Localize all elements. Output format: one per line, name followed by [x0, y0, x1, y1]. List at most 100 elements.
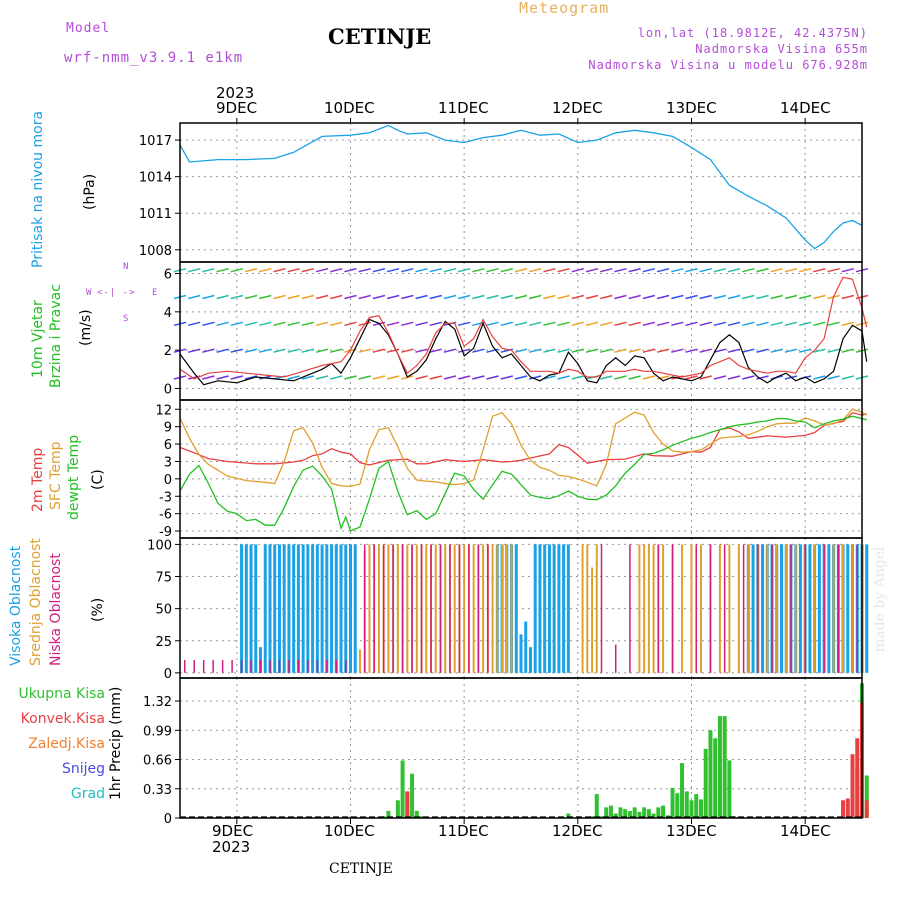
cloud-ytick-label: 0 [164, 667, 172, 682]
wind-barb [827, 321, 840, 327]
precip-bar [646, 809, 651, 818]
wind-barb [415, 267, 428, 273]
wind-barb [813, 348, 826, 353]
wind-barb [344, 267, 357, 273]
top-year-label: 2023 [216, 84, 255, 102]
wind-barb [386, 294, 400, 300]
wind-barb [671, 348, 684, 353]
wind-barb [244, 294, 258, 300]
wind-barb [244, 348, 258, 353]
model-name: wrf-nmm_v3.9.1 e1km [64, 50, 244, 66]
wind-barb [415, 294, 428, 300]
wind-barb [784, 348, 798, 353]
wind-barb [671, 321, 684, 327]
cloud-ytick-label: 75 [155, 571, 172, 586]
wind-barb [188, 294, 201, 300]
wind-barb [798, 321, 812, 327]
wind-barb [301, 348, 315, 353]
wind-barb [543, 321, 556, 327]
precip-bar [855, 738, 860, 818]
wind-barb [685, 294, 698, 300]
wind-barb [287, 267, 300, 273]
lonlat-info: lon,lat (18.9812E, 42.4375N) [637, 26, 868, 40]
temperature-ytick-label: -3 [159, 490, 172, 505]
wind-barb [784, 321, 798, 327]
precip-bar [637, 811, 642, 818]
wind-barb [457, 375, 471, 380]
temperature-ytick-label: 0 [164, 473, 172, 488]
precip-bar [661, 805, 666, 818]
wind-barb [202, 294, 215, 300]
wind-barb [273, 348, 286, 353]
wind-barb [685, 348, 698, 353]
wind-barb [372, 267, 386, 273]
wind-barb [443, 294, 457, 300]
wind-barb [784, 294, 798, 300]
wind-barb [557, 348, 570, 353]
model-altitude-info: Nadmorska Visina u modelu 676.928m [588, 58, 868, 72]
temperature-ytick-label: -6 [159, 508, 172, 523]
temperature-ytick-label: 12 [155, 403, 172, 418]
wind-barb [202, 375, 215, 380]
wind-barb [798, 348, 812, 353]
wind-barb [742, 294, 755, 300]
wind-barb [628, 267, 641, 273]
bottom-year-label: 2023 [212, 838, 251, 856]
wind-barb [543, 294, 556, 300]
wind-barb [671, 267, 684, 273]
wind-barb [671, 294, 684, 300]
wind-barb [188, 348, 201, 353]
wind-barb [770, 321, 783, 327]
wind-barb [472, 267, 485, 273]
wind-barb [457, 348, 471, 353]
precip-bar [675, 793, 680, 818]
wind-barb [429, 348, 442, 353]
wind-barb [571, 375, 585, 380]
precip-bar [713, 738, 718, 818]
wind-barb [244, 375, 258, 380]
wind-barb [287, 348, 300, 353]
temperature-frame [179, 399, 863, 539]
wind-barb [614, 348, 627, 353]
pressure-ytick-label: 1014 [139, 171, 172, 186]
wind-barb [301, 267, 315, 273]
wind-barb [713, 375, 727, 380]
wind-barb [216, 294, 229, 300]
wind-barb [841, 375, 854, 380]
top-date-9dec: 9DEC [216, 99, 258, 117]
wind-barb [514, 321, 528, 327]
precip-ytick-label: 0.99 [143, 724, 172, 739]
wind-barb [244, 321, 258, 327]
precip-bar [395, 800, 400, 818]
wind-barb [642, 321, 656, 327]
wind-ytick-label: 6 [164, 268, 172, 283]
wind-barb [188, 321, 201, 327]
wind-barb [259, 294, 272, 300]
wind-ytick-label: 4 [164, 306, 172, 321]
wind-barb [557, 321, 570, 327]
wind-barb [813, 267, 826, 273]
bottom-date-10dec: 10DEC [324, 822, 375, 840]
wind-barb [543, 267, 556, 273]
wind-barb [259, 321, 272, 327]
wind-barb [727, 348, 741, 353]
wind-barb [344, 321, 357, 327]
wind-barb [415, 375, 428, 380]
wind-barb [429, 321, 442, 327]
precip-bar [717, 716, 722, 818]
wind-barb [756, 375, 769, 380]
wind-barb [585, 267, 599, 273]
wind-barb [372, 348, 386, 353]
wind-barb [202, 348, 215, 353]
wind-barb [628, 294, 641, 300]
precip-bar [845, 798, 850, 818]
wind-barb [415, 321, 428, 327]
wind-barb [244, 267, 258, 273]
wind-barb [472, 348, 485, 353]
precip-bar [850, 754, 855, 818]
wind-barb [841, 348, 854, 353]
wind-barb [642, 375, 656, 380]
wind-barb [486, 375, 499, 380]
precip-bar [599, 816, 604, 818]
